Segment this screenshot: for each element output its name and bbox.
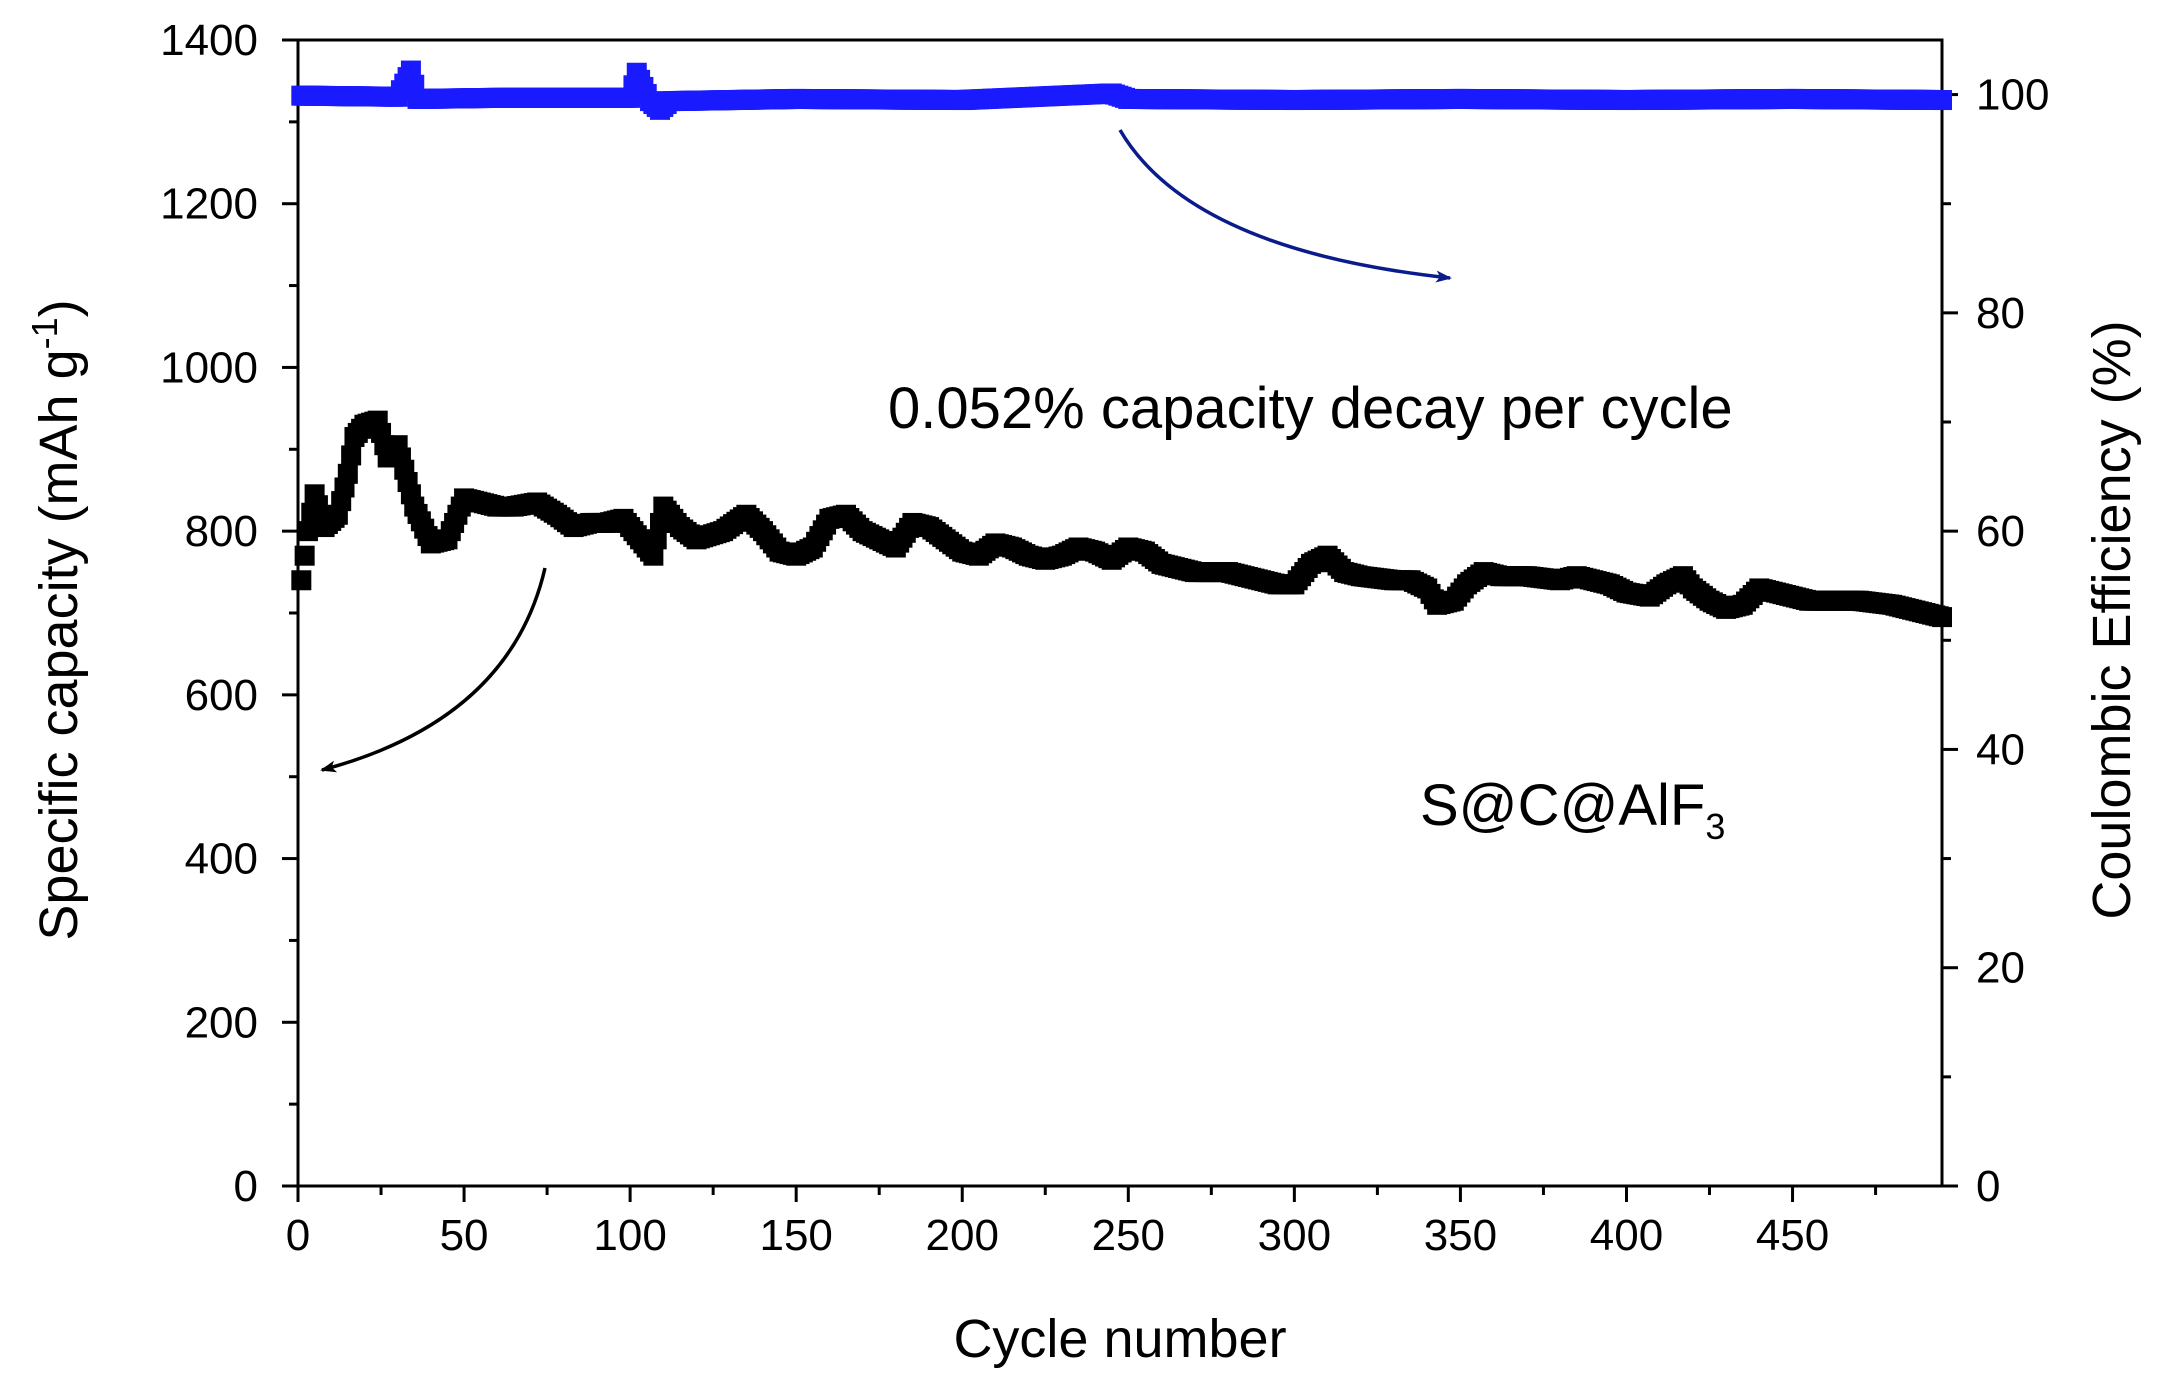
ce-point: [1932, 90, 1952, 111]
y-right-axis-title: Coulombic Efficiency (%): [2082, 320, 2142, 919]
capacity-point: [646, 529, 667, 550]
y-right-tick-label: 60: [1976, 507, 2025, 556]
x-tick-label: 400: [1590, 1211, 1663, 1260]
y-right-tick-label: 80: [1976, 289, 2025, 338]
decay-annotation: 0.052% capacity decay per cycle: [888, 376, 1733, 441]
x-tick-label: 50: [440, 1211, 489, 1260]
y-right-tick-label: 0: [1976, 1162, 2000, 1211]
y-left-tick-label: 800: [185, 507, 258, 556]
sample-label-main: S@C@AlF: [1420, 773, 1705, 838]
capacity-point: [297, 521, 318, 542]
y-left-tick-label: 400: [185, 835, 258, 884]
y-left-tick-label: 0: [234, 1162, 258, 1211]
efficiency-arrow: [1118, 129, 1452, 283]
y-left-axis-title: Specific capacity (mAh g-1): [24, 299, 89, 940]
x-tick-label: 250: [1092, 1211, 1165, 1260]
y-left-tick-label: 1200: [160, 180, 258, 229]
coulombic-efficiency-series: [291, 60, 1952, 120]
capacity-point: [337, 463, 358, 484]
specific-capacity-series: [291, 410, 1952, 628]
capacity-point: [643, 545, 664, 566]
capacity-arrow: [320, 567, 547, 773]
y-right-tick-label: 20: [1976, 944, 2025, 993]
y-left-title-end: ): [29, 299, 89, 317]
capacity-point: [291, 570, 312, 591]
y-right-tick-label: 40: [1976, 725, 2025, 774]
axes: 0 50 100 150 200 250 300 350 400 4500200400600800…: [160, 16, 2049, 1260]
plot-frame: [296, 38, 1944, 1188]
capacity-point: [1932, 607, 1952, 628]
y-left-title-sup: -1: [24, 317, 65, 349]
y-left-title-main: Specific capacity (mAh g: [29, 349, 89, 940]
x-tick-label: 100: [593, 1211, 666, 1260]
capacity-point: [294, 545, 315, 566]
x-tick-label: 0: [286, 1211, 310, 1260]
x-tick-label: 450: [1756, 1211, 1829, 1260]
y-left-tick-label: 1000: [160, 343, 258, 392]
sample-label-subscript: 3: [1705, 806, 1725, 847]
x-axis-title: Cycle number: [953, 1309, 1286, 1369]
y-left-tick-label: 1400: [160, 16, 258, 65]
y-right-tick-label: 100: [1976, 71, 2049, 120]
x-tick-label: 350: [1424, 1211, 1497, 1260]
y-left-tick-label: 600: [185, 671, 258, 720]
sample-label: S@C@AlF3: [1420, 773, 1725, 847]
y-left-tick-label: 200: [185, 998, 258, 1047]
capacity-point: [341, 445, 362, 466]
x-tick-label: 150: [759, 1211, 832, 1260]
x-tick-label: 200: [926, 1211, 999, 1260]
x-tick-label: 300: [1258, 1211, 1331, 1260]
